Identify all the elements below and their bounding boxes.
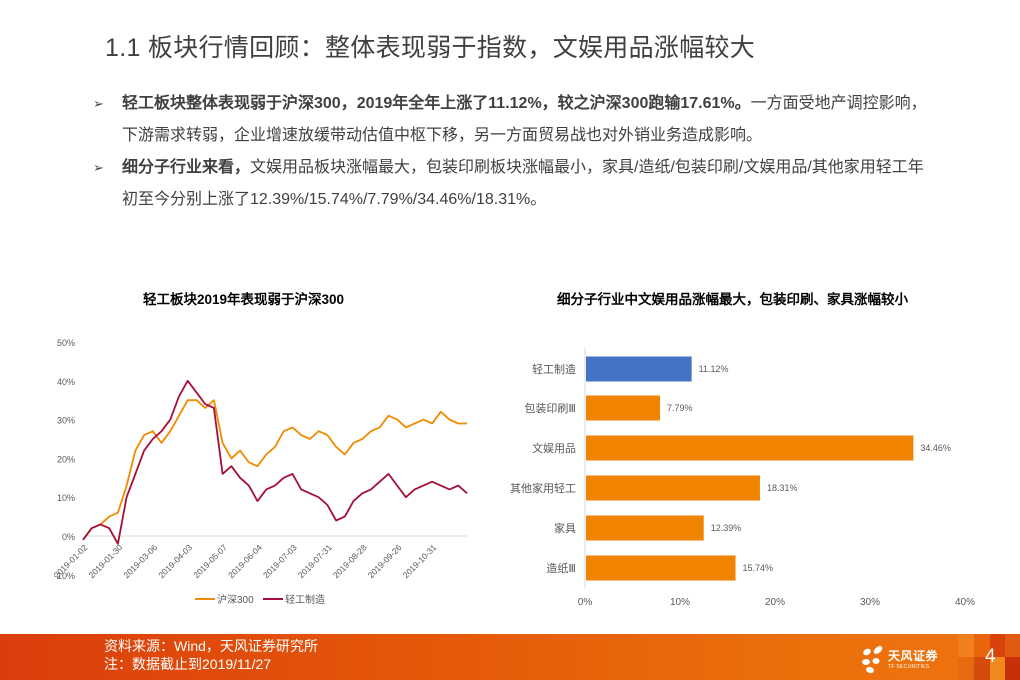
bar-value-label: 18.31% bbox=[767, 483, 798, 493]
x-tick-label: 2019-03-06 bbox=[121, 542, 159, 580]
bullet-item: ➢ 细分子行业来看，文娱用品板块涨幅最大，包装印刷板块涨幅最小，家具/造纸/包装… bbox=[90, 152, 930, 216]
y-tick-label: -10% bbox=[54, 571, 75, 581]
category-label: 文娱用品 bbox=[532, 441, 576, 455]
light-industry-line bbox=[82, 379, 468, 545]
page-number: 4 bbox=[985, 646, 996, 667]
bullet-item: ➢ 轻工板块整体表现弱于沪深300，2019年全年上涨了11.12%，较之沪深3… bbox=[90, 88, 930, 152]
bullet-list: ➢ 轻工板块整体表现弱于沪深300，2019年全年上涨了11.12%，较之沪深3… bbox=[90, 88, 930, 216]
logo-subtitle: TF SECURITIES bbox=[888, 664, 930, 670]
mosaic-decoration bbox=[958, 634, 1020, 680]
x-tick-label: 2019-01-30 bbox=[86, 542, 124, 580]
bar-value-label: 34.46% bbox=[920, 443, 951, 453]
y-tick-label: 20% bbox=[57, 454, 75, 464]
note-text: 注：数据截止到2019/11/27 bbox=[104, 656, 272, 672]
legend-label: 轻工制造 bbox=[285, 593, 325, 606]
bullet-text: 一方面受地产调控影响，下游需求转弱，企业增速放缓带动估值中枢下移，另一方面贸易战… bbox=[122, 95, 927, 144]
hs300-line bbox=[82, 399, 467, 541]
x-tick-label: 2019-07-31 bbox=[296, 542, 334, 580]
bar bbox=[586, 435, 914, 461]
logo-name: 天风证券 bbox=[888, 649, 939, 663]
x-tick-label: 40% bbox=[955, 597, 975, 608]
bar bbox=[586, 515, 704, 541]
category-label: 轻工制造 bbox=[532, 362, 576, 376]
x-tick-label: 2019-05-07 bbox=[191, 542, 229, 580]
y-tick-label: 30% bbox=[57, 416, 75, 426]
x-tick-label: 30% bbox=[860, 597, 880, 608]
bar-value-label: 7.79% bbox=[667, 403, 693, 413]
x-tick-label: 2019-07-03 bbox=[261, 542, 299, 580]
x-tick-label: 2019-10-31 bbox=[401, 542, 439, 580]
x-tick-label: 2019-08-28 bbox=[331, 542, 369, 580]
footer-bar: 资料来源：Wind，天风证券研究所 注：数据截止到2019/11/27 天风证券… bbox=[0, 634, 1020, 680]
bar bbox=[586, 356, 692, 382]
arrow-bullet-icon: ➢ bbox=[93, 96, 104, 111]
category-label: 包装印刷Ⅲ bbox=[524, 402, 576, 415]
category-label: 家具 bbox=[554, 521, 576, 535]
tf-securities-logo: 天风证券 TF SECURITIES bbox=[860, 642, 950, 676]
bar-chart-title: 细分子行业中文娱用品涨幅最大，包装印刷、家具涨幅较小 bbox=[557, 292, 908, 307]
y-tick-label: 0% bbox=[62, 532, 75, 542]
y-tick-label: 10% bbox=[57, 493, 75, 503]
bar bbox=[586, 395, 661, 421]
page-title: 1.1 板块行情回顾：整体表现弱于指数，文娱用品涨幅较大 bbox=[105, 34, 756, 62]
bullet-bold-text: 细分子行业来看， bbox=[122, 159, 251, 176]
bullet-text: 文娱用品板块涨幅最大，包装印刷板块涨幅最小，家具/造纸/包装印刷/文娱用品/其他… bbox=[122, 159, 924, 208]
x-tick-label: 0% bbox=[578, 597, 593, 608]
line-chart-title: 轻工板块2019年表现弱于沪深300 bbox=[143, 292, 345, 307]
category-label: 造纸Ⅲ bbox=[546, 561, 576, 575]
footer-source: 资料来源：Wind，天风证券研究所 注：数据截止到2019/11/27 bbox=[104, 637, 318, 673]
bullet-bold-text: 轻工板块整体表现弱于沪深300，2019年全年上涨了11.12%，较之沪深300… bbox=[122, 95, 751, 112]
bar-value-label: 12.39% bbox=[711, 523, 742, 533]
bar-value-label: 15.74% bbox=[743, 563, 774, 573]
x-tick-label: 20% bbox=[765, 597, 785, 608]
bar bbox=[586, 475, 760, 501]
legend-label: 沪深300 bbox=[217, 593, 254, 606]
bar-chart: 轻工制造 11.12% 包装印刷Ⅲ 7.79% 文娱用品 34.46% 其他家用轻工 18.3… bbox=[510, 348, 975, 608]
source-text: 资料来源：Wind，天风证券研究所 bbox=[104, 638, 318, 654]
bar-value-label: 11.12% bbox=[699, 364, 729, 374]
y-tick-label: 40% bbox=[57, 377, 75, 387]
x-tick-label: 2019-04-03 bbox=[156, 542, 194, 580]
x-tick-label: 2019-09-26 bbox=[366, 542, 404, 580]
x-tick-label: 2019-06-04 bbox=[226, 542, 264, 580]
line-chart: -10%0%10%20%30%40%50%2019-01-022019-01-3… bbox=[52, 338, 468, 606]
bar bbox=[586, 555, 736, 581]
x-tick-label: 10% bbox=[670, 597, 690, 608]
category-label: 其他家用轻工 bbox=[510, 481, 576, 495]
arrow-bullet-icon: ➢ bbox=[93, 160, 104, 175]
flower-logo-icon bbox=[862, 646, 883, 674]
y-tick-label: 50% bbox=[57, 338, 75, 348]
